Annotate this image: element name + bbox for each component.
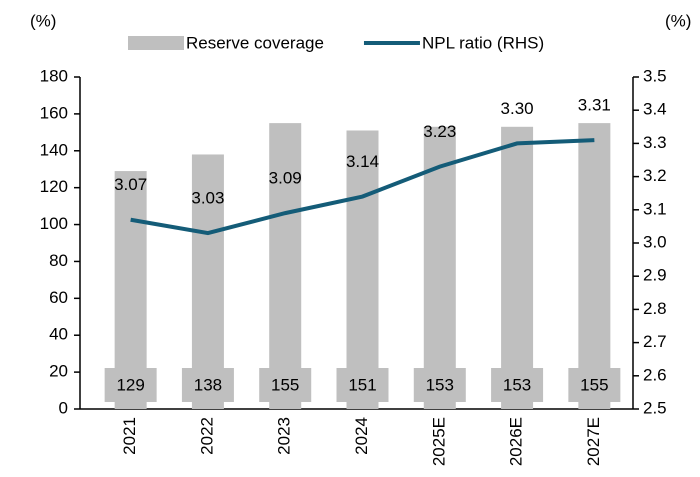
x-tick-label: 2024 [352, 417, 371, 455]
value-label-box [181, 368, 234, 402]
y2-tick-label: 3.1 [643, 199, 667, 218]
line [130, 138, 595, 236]
legend-label: NPL ratio (RHS) [422, 33, 544, 52]
value-label: 3.07 [114, 175, 147, 194]
value-label: 138 [194, 375, 222, 394]
value-label: 3.31 [578, 96, 611, 115]
value-label: 155 [271, 375, 299, 394]
y-tick-label: 0 [59, 398, 68, 417]
y2-tick-label: 2.9 [643, 266, 667, 285]
x-tick-label: 2025E [429, 417, 448, 466]
y-tick-label: 20 [49, 362, 68, 381]
value-label: 3.09 [269, 169, 302, 188]
x-tick-label: 2027E [584, 417, 603, 466]
bar [578, 123, 611, 409]
x-tick-label: 2023 [275, 417, 294, 455]
y-tick-label: 40 [49, 325, 68, 344]
bar [346, 130, 379, 409]
y-tick-label: 180 [40, 66, 68, 85]
y2-tick-label: 2.7 [643, 332, 667, 351]
y-tick-label: 160 [40, 103, 68, 122]
y2-tick-label: 3.5 [643, 66, 667, 85]
bar [269, 123, 302, 409]
value-label-box [336, 368, 389, 402]
value-label: 155 [580, 375, 608, 394]
y2-tick-label: 3.3 [643, 133, 667, 152]
legend-label: Reserve coverage [186, 33, 324, 52]
y2-axis-label: (%) [665, 11, 691, 30]
y2-tick-label: 3.2 [643, 166, 667, 185]
value-label-box [259, 368, 312, 402]
y-axis-label: (%) [30, 11, 56, 30]
value-label: 3.03 [191, 189, 224, 208]
value-label: 3.30 [501, 99, 534, 118]
value-label-box [104, 368, 157, 402]
y-tick-label: 60 [49, 288, 68, 307]
bar [191, 154, 224, 409]
y2-tick-label: 2.6 [643, 365, 667, 384]
value-label-box [413, 368, 466, 402]
y2-tick-label: 2.8 [643, 299, 667, 318]
bar [501, 126, 534, 410]
y-tick-label: 140 [40, 140, 68, 159]
value-label-box [491, 368, 544, 402]
value-label: 3.23 [423, 122, 456, 141]
x-tick-label: 2021 [120, 417, 139, 455]
y-tick-label: 100 [40, 214, 68, 233]
y-tick-label: 120 [40, 177, 68, 196]
value-label: 153 [426, 375, 454, 394]
value-label: 153 [503, 375, 531, 394]
bar [423, 126, 456, 410]
x-tick-label: 2022 [197, 417, 216, 455]
x-tick-label: 2026E [507, 417, 526, 466]
value-label: 129 [116, 375, 144, 394]
value-label: 151 [348, 375, 376, 394]
y2-tick-label: 2.5 [643, 398, 667, 417]
value-label-box [568, 368, 621, 402]
y2-tick-label: 3.0 [643, 232, 667, 251]
legend-swatch [128, 36, 184, 50]
value-label: 3.14 [346, 152, 379, 171]
y2-tick-label: 3.4 [643, 100, 667, 119]
y-tick-label: 80 [49, 251, 68, 270]
